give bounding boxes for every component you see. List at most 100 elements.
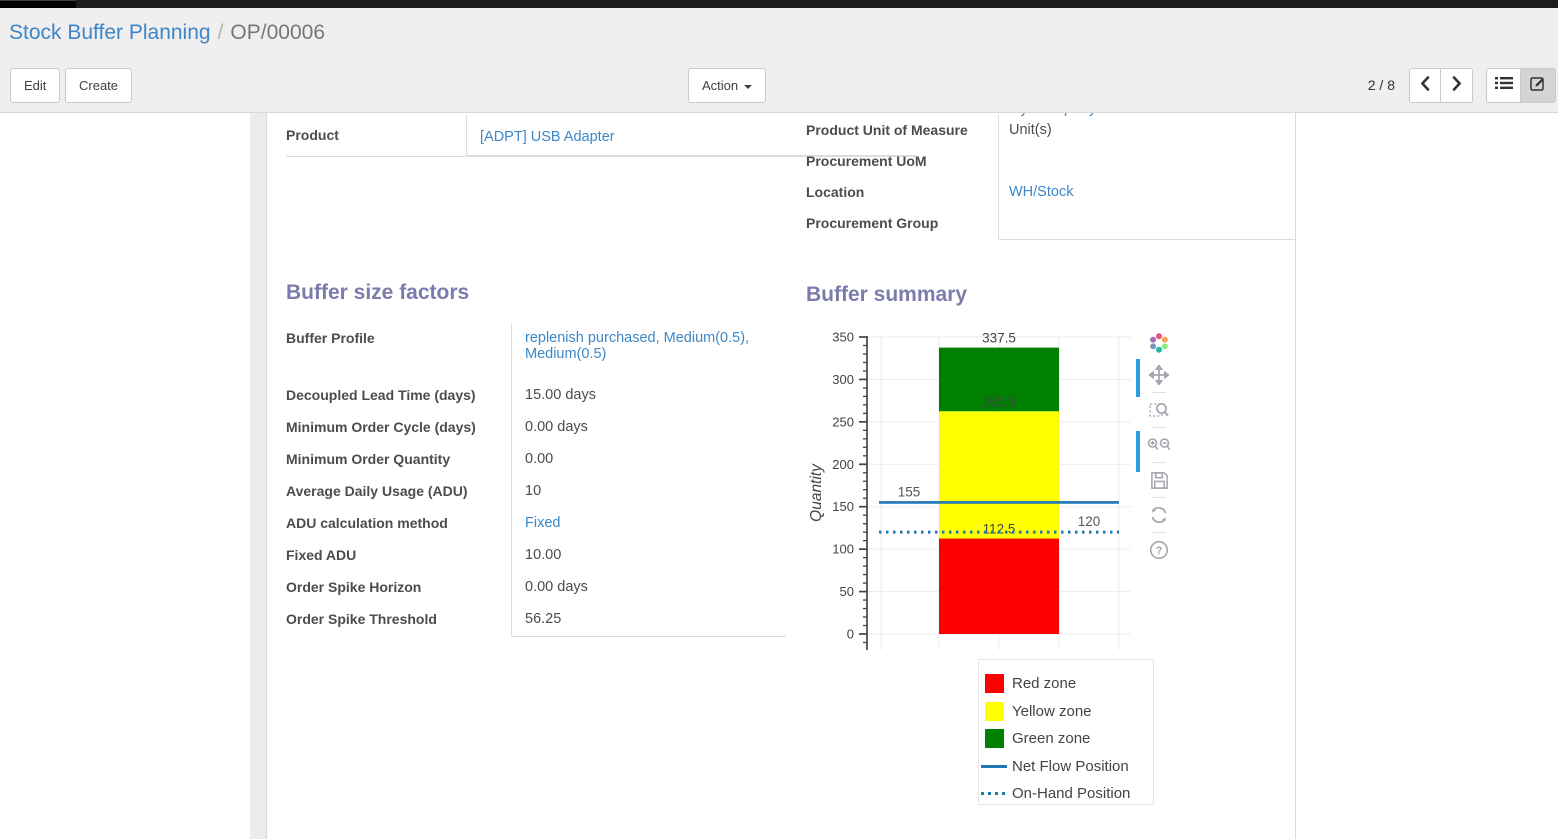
- field-row: Minimum Order Quantity 0.00: [286, 444, 786, 476]
- svg-text:120: 120: [1078, 514, 1101, 529]
- field-label: ADU calculation method: [286, 515, 448, 531]
- field-label: Minimum Order Quantity: [286, 451, 451, 467]
- pager-previous-button[interactable]: [1409, 68, 1441, 103]
- svg-text:Quantity: Quantity: [808, 463, 825, 522]
- reset-axes-icon[interactable]: [1146, 503, 1172, 527]
- modebar-active-indicator: [1136, 431, 1140, 472]
- pager-nav: [1409, 68, 1473, 103]
- plotly-logo-icon[interactable]: [1146, 331, 1172, 355]
- field-row: Fixed ADU 10.00: [286, 540, 786, 572]
- field-value: replenish purchased, Medium(0.5), Medium…: [511, 323, 786, 380]
- svg-text:337.5: 337.5: [982, 331, 1016, 346]
- svg-text:100: 100: [832, 542, 854, 557]
- field-row: Order Spike Threshold 56.25: [286, 604, 786, 636]
- field-label: Average Daily Usage (ADU): [286, 483, 468, 499]
- buffer-summary-heading: Buffer summary: [806, 283, 968, 306]
- field-row: Decoupled Lead Time (days) 15.00 days: [286, 380, 786, 412]
- svg-text:350: 350: [832, 330, 854, 345]
- field-value: [ADPT] USB Adapter: [466, 115, 916, 156]
- chart-legend: Red zone Yellow zone Green zone Net Flow Po…: [978, 659, 1154, 805]
- list-icon: [1494, 76, 1513, 95]
- form-view-button[interactable]: [1521, 68, 1556, 103]
- edit-button[interactable]: Edit: [10, 68, 61, 103]
- svg-text:0: 0: [847, 627, 854, 642]
- create-button[interactable]: Create: [65, 68, 133, 103]
- help-icon[interactable]: ?: [1146, 538, 1172, 562]
- field-value-link[interactable]: Fixed: [525, 515, 561, 531]
- field-value-text: Unit(s): [1009, 122, 1052, 138]
- svg-text:155: 155: [898, 484, 921, 499]
- field-label: Buffer Profile: [286, 330, 375, 346]
- svg-text:150: 150: [832, 499, 854, 514]
- list-view-button[interactable]: [1486, 68, 1521, 103]
- legend-line-swatch: [979, 792, 1009, 796]
- zoom-in-out-icon[interactable]: [1146, 433, 1172, 457]
- legend-label: On-Hand Position: [1012, 785, 1131, 803]
- field-row: Location WH/Stock: [806, 177, 1296, 208]
- breadcrumb: Stock Buffer Planning / OP/00006: [9, 21, 325, 45]
- group-bottom-border: [286, 156, 916, 157]
- field-value-text: 15.00: [525, 387, 562, 403]
- breadcrumb-parent-link[interactable]: Stock Buffer Planning: [9, 21, 211, 44]
- sheet-left-gutter: [250, 113, 266, 839]
- svg-text:250: 250: [832, 414, 854, 429]
- field-row: Product [ADPT] USB Adapter: [286, 115, 916, 156]
- field-value: 15.00 days: [511, 380, 786, 412]
- pager-next-button[interactable]: [1441, 68, 1473, 103]
- field-value-link[interactable]: replenish purchased, Medium(0.5), Medium…: [525, 330, 750, 362]
- field-value-link[interactable]: WH/Stock: [1009, 184, 1074, 200]
- legend-color-swatch: [979, 729, 1009, 749]
- svg-text:200: 200: [832, 457, 854, 472]
- field-unit-suffix: days: [553, 579, 588, 595]
- field-label: Location: [806, 184, 865, 200]
- legend-item[interactable]: On-Hand Position: [979, 780, 1153, 808]
- legend-item[interactable]: Red zone: [979, 670, 1153, 698]
- field-label: Order Spike Horizon: [286, 579, 422, 595]
- pager-counter: 2 / 8: [1367, 77, 1395, 93]
- field-row: Product Unit of Measure Unit(s): [806, 115, 1296, 146]
- svg-text:300: 300: [832, 372, 854, 387]
- field-label: Order Spike Threshold: [286, 611, 437, 627]
- legend-item[interactable]: Green zone: [979, 725, 1153, 753]
- zoom-box-icon[interactable]: [1146, 398, 1172, 422]
- legend-label: Red zone: [1012, 675, 1077, 693]
- field-value-text: 10.00: [525, 547, 562, 563]
- field-value: 56.25: [511, 604, 786, 636]
- legend-label: Green zone: [1012, 730, 1091, 748]
- field-value: 10: [511, 476, 786, 508]
- pan-icon[interactable]: [1146, 363, 1172, 387]
- legend-color-swatch: [979, 701, 1009, 721]
- legend-item[interactable]: Yellow zone: [979, 698, 1153, 726]
- buffer-summary-chart: 112.5 262.5 337.5 155 120 0 50 100 150 200 250 300 3…: [808, 330, 1131, 650]
- chevron-right-icon: [1452, 75, 1462, 96]
- save-image-icon[interactable]: [1146, 468, 1172, 492]
- field-label: Product Unit of Measure: [806, 122, 968, 138]
- field-row: ADU calculation method Fixed: [286, 508, 786, 540]
- svg-text:50: 50: [840, 584, 854, 599]
- breadcrumb-separator: /: [217, 21, 224, 44]
- field-value: 10.00: [511, 540, 786, 572]
- form-sheet: My Company Product [ADPT] USB Adapter Pro…: [266, 112, 1296, 839]
- window-tab-strip: [0, 0, 76, 11]
- field-value: Fixed: [511, 508, 786, 540]
- svg-text:262.5: 262.5: [982, 394, 1016, 409]
- field-row: Procurement UoM: [806, 146, 1296, 177]
- field-value-link[interactable]: [ADPT] USB Adapter: [480, 129, 615, 145]
- legend-label: Net Flow Position: [1012, 757, 1129, 775]
- field-value-text: 10: [525, 483, 542, 499]
- field-row: Buffer Profile replenish purchased, Mediu…: [286, 323, 786, 380]
- chevron-left-icon: [1420, 75, 1430, 96]
- modebar-active-indicator: [1136, 359, 1140, 397]
- field-value: 0.00 days: [511, 572, 786, 604]
- legend-item[interactable]: Net Flow Position: [979, 753, 1153, 781]
- field-value-text: 0.00: [525, 419, 554, 435]
- field-value-text: 0.00: [525, 579, 554, 595]
- control-panel: Stock Buffer Planning / OP/00006 Edit Crea…: [0, 8, 1558, 113]
- field-unit-suffix: days: [553, 419, 588, 435]
- field-label: Product: [286, 127, 339, 143]
- action-dropdown-button[interactable]: Action: [688, 68, 767, 103]
- window-top-strip: [0, 0, 1558, 11]
- field-unit-suffix: days: [561, 387, 596, 403]
- edit-form-icon: [1530, 75, 1546, 96]
